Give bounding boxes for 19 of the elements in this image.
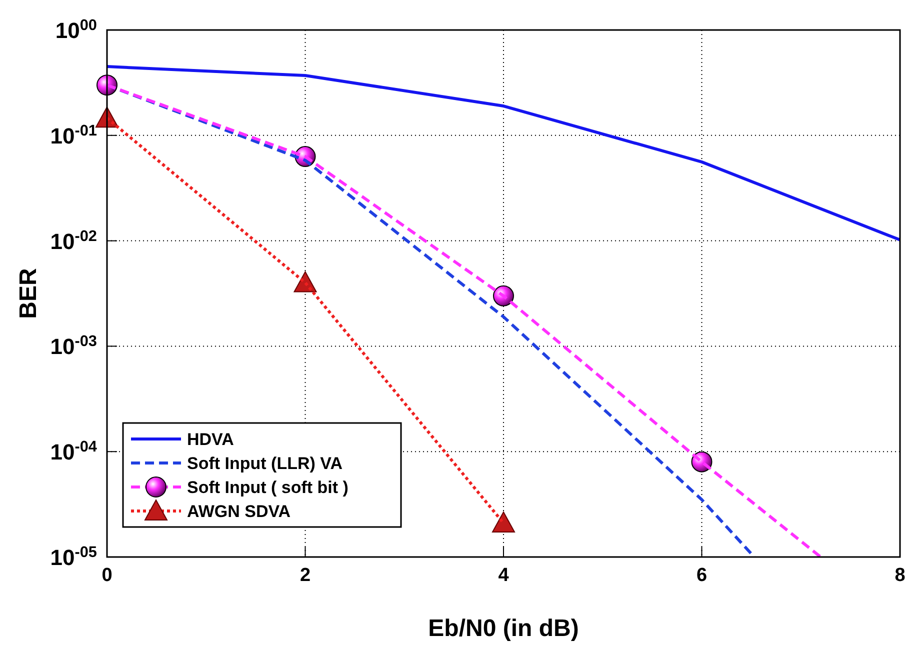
y-tick-label: 10$^{-04}$	[50, 438, 98, 465]
point	[492, 512, 515, 533]
x-tick-label: 6	[696, 565, 708, 586]
y-tick-label: 10$^{-02}$	[50, 227, 97, 254]
y-tick-label: 10$^{00}$	[55, 16, 97, 43]
x-tick-label: 2	[300, 565, 311, 586]
x-tick-label: 8	[894, 565, 906, 586]
x-tick-label: 4	[498, 565, 510, 586]
y-tick-label: 10$^{-05}$	[50, 544, 98, 570]
y-tick-label: 10$^{-03}$	[50, 332, 97, 360]
legend-label: Soft Input (LLR) VA	[187, 454, 342, 473]
y-tick-label: 10$^{-01}$	[50, 122, 98, 148]
y-axis-title: BER	[15, 268, 42, 319]
line-series	[107, 65, 900, 242]
legend-label: Soft Input ( soft bit )	[187, 478, 348, 497]
x-axis-title: Eb/N0 (in dB)	[428, 615, 579, 642]
legend-label: AWGN SDVA	[187, 502, 291, 521]
x-tick-label: 0	[102, 565, 112, 586]
legend-label: HDVA	[187, 430, 234, 449]
